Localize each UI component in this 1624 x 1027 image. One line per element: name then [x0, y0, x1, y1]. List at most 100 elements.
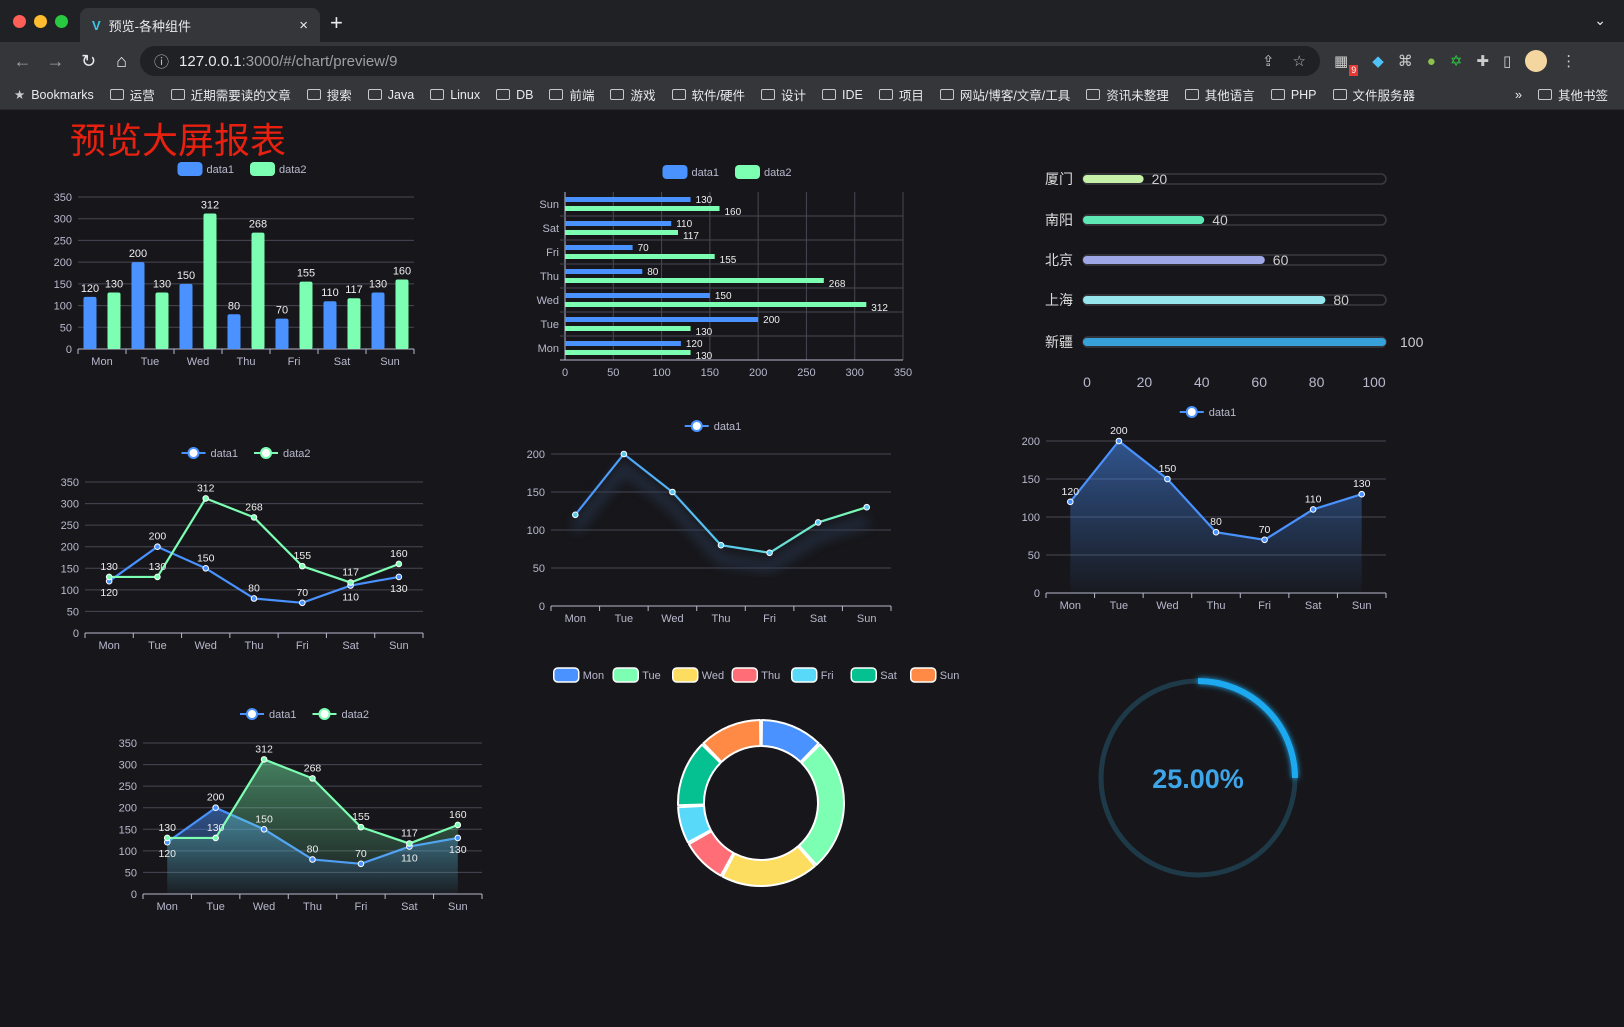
bookmarks-star-item[interactable]: ★ Bookmarks [14, 87, 94, 103]
info-icon[interactable]: ⓘ [154, 53, 170, 71]
point-value-label: 70 [1259, 524, 1271, 536]
bookmark-folder[interactable]: 搜索 [306, 85, 352, 104]
minimize-window-button[interactable] [34, 15, 47, 28]
maximize-window-button[interactable] [55, 15, 68, 28]
reload-icon[interactable]: ↻ [80, 50, 97, 71]
x-tick-label: 300 [846, 367, 864, 379]
bar-data1 [131, 262, 145, 349]
bookmark-folder[interactable]: 文件服务器 [1332, 85, 1416, 104]
bookmark-folder[interactable]: IDE [822, 88, 863, 102]
back-icon[interactable]: ← [13, 50, 32, 71]
x-tick-label: Sun [380, 356, 400, 368]
bookmark-folder[interactable]: 资讯未整理 [1086, 85, 1169, 104]
bookmark-folder[interactable]: 其他语言 [1184, 85, 1255, 104]
legend-item[interactable]: data1 [181, 447, 239, 460]
puzzle-icon[interactable]: ✚ [1476, 53, 1489, 70]
avatar[interactable] [1525, 50, 1548, 72]
y-tick-label: 100 [61, 585, 79, 597]
star-extension-icon[interactable]: ✡ [1449, 53, 1463, 70]
new-tab-button[interactable]: + [330, 10, 343, 35]
legend-item[interactable]: Wed [672, 667, 724, 683]
address-bar[interactable]: ⓘ 127.0.0.1:3000/#/chart/preview/9 ⇪ ☆ [140, 46, 1320, 76]
bookmark-folder[interactable]: 软件/硬件 [671, 85, 745, 104]
progress-value: 40 [1212, 212, 1228, 228]
point-value-label: 268 [304, 762, 322, 774]
more-bookmarks-button[interactable]: » [1515, 87, 1522, 102]
bar-value-label: 120 [81, 283, 99, 295]
hbar-data2 [565, 278, 824, 283]
bookmark-folder[interactable]: DB [496, 88, 533, 102]
legend-swatch-icon [612, 667, 639, 683]
legend-item[interactable]: Mon [553, 667, 604, 683]
bookmark-folder[interactable]: 运营 [109, 85, 155, 104]
x-tick-label: Sat [342, 640, 359, 652]
menu-kebab-icon[interactable]: ⋮ [1561, 53, 1577, 70]
hbar-data1 [565, 293, 710, 298]
point-value-label: 150 [197, 552, 215, 564]
command-extension-icon[interactable]: ⌘ [1397, 53, 1413, 70]
bar-value-label: 200 [763, 315, 780, 326]
donut-slice-Fri[interactable] [677, 804, 712, 844]
other-bookmarks-folder[interactable]: 其他书签 [1537, 85, 1608, 104]
legend-label: Wed [702, 670, 724, 682]
bar-data2 [347, 298, 361, 349]
x-tick-label: Sat [334, 356, 351, 368]
close-window-button[interactable] [13, 15, 26, 28]
folder-icon [878, 89, 893, 100]
bookmark-folder[interactable]: 近期需要读的文章 [170, 85, 291, 104]
legend-item[interactable]: data1 [1179, 406, 1237, 419]
legend-item[interactable]: Sat [850, 667, 897, 683]
close-tab-icon[interactable]: × [299, 16, 308, 34]
legend-item[interactable]: data1 [684, 420, 742, 433]
bookmark-folder[interactable]: 前端 [549, 85, 594, 104]
data-point [620, 450, 628, 458]
browser-tab[interactable]: V 预览-各种组件 × [80, 8, 320, 42]
legend-item[interactable]: Tue [612, 667, 661, 683]
home-icon[interactable]: ⌂ [116, 50, 127, 71]
share-icon[interactable]: ⇪ [1261, 53, 1275, 70]
bookmark-folder[interactable]: 设计 [760, 85, 806, 104]
donut-slice-Wed[interactable] [721, 845, 816, 887]
data-point [357, 860, 365, 868]
donut-slice-Sat[interactable] [677, 743, 722, 807]
extension-icon[interactable]: ▦ 9 [1334, 53, 1359, 76]
legend-item[interactable]: data2 [254, 447, 311, 460]
donut-slice-Mon[interactable] [760, 719, 820, 763]
point-value-label: 130 [449, 844, 467, 856]
forward-icon[interactable]: → [46, 50, 65, 71]
side-panel-icon[interactable]: ▯ [1502, 53, 1512, 70]
bookmark-folder[interactable]: Linux [430, 88, 480, 102]
hbar-data2 [565, 326, 691, 331]
bookmark-folder[interactable]: PHP [1270, 88, 1317, 102]
donut-slice-Tue[interactable] [798, 743, 845, 866]
tab-search-chevron-icon[interactable]: ⌄ [1594, 12, 1606, 28]
legend-item[interactable]: data1 [177, 162, 235, 176]
bar-value-label: 130 [153, 279, 171, 291]
bookmark-folder[interactable]: 游戏 [610, 85, 656, 104]
bookmark-folder[interactable]: 项目 [878, 85, 924, 104]
data-point [260, 825, 268, 833]
legend-item[interactable]: Fri [791, 667, 834, 683]
bookmark-folder[interactable]: Java [367, 88, 414, 102]
x-tick-label: Sat [810, 613, 827, 625]
point-value-label: 200 [149, 531, 167, 543]
bookmark-label: 文件服务器 [1352, 89, 1416, 103]
diamond-extension-icon[interactable]: ◆ [1372, 53, 1384, 70]
data-point [395, 560, 403, 568]
bookmark-star-icon[interactable]: ☆ [1292, 53, 1306, 70]
legend-item[interactable]: data2 [735, 165, 792, 179]
legend-item[interactable]: data2 [312, 708, 370, 721]
legend-item[interactable]: data1 [662, 165, 720, 179]
legend-item[interactable]: data1 [240, 708, 297, 721]
x-tick-label: 50 [607, 367, 619, 379]
legend-label: data1 [692, 167, 720, 179]
bookmark-folder[interactable]: 网站/博客/文章/工具 [939, 85, 1070, 104]
circle-extension-icon[interactable]: ● [1426, 52, 1436, 70]
data-point [309, 856, 316, 863]
legend-item[interactable]: Thu [731, 667, 780, 683]
donut-slice-Thu[interactable] [687, 830, 735, 877]
point-value-label: 200 [1110, 425, 1128, 437]
donut-slice-Sun[interactable] [702, 719, 762, 763]
legend-item[interactable]: Sun [910, 667, 960, 683]
legend-item[interactable]: data2 [250, 162, 307, 176]
